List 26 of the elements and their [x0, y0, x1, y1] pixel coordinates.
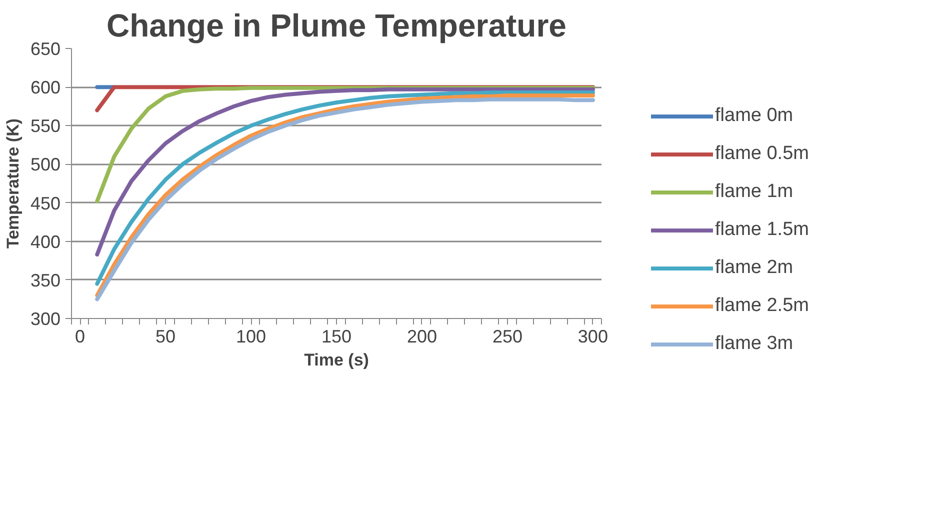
legend-label: flame 0.5m: [715, 142, 809, 165]
x-tick-label: 150: [321, 326, 352, 346]
x-tick-label: 300: [578, 326, 608, 346]
legend-label: flame 1.5m: [715, 218, 809, 241]
y-tick-label: 350: [30, 270, 61, 290]
x-axis-title: Time (s): [304, 350, 369, 370]
y-tick-label: 600: [30, 78, 61, 98]
y-tick-label: 300: [30, 309, 61, 329]
x-tick-label: 200: [406, 326, 438, 346]
legend-label: flame 0m: [715, 104, 794, 127]
chart-title: Change in Plume Temperature: [106, 8, 566, 44]
legend-label: flame 1m: [715, 180, 794, 203]
x-tick-label: 100: [236, 326, 266, 346]
y-tick-label: 500: [30, 154, 61, 175]
y-tick-label: 450: [30, 193, 61, 214]
x-tick-label: 250: [492, 326, 522, 346]
x-tick-label: 0: [75, 326, 86, 346]
x-tick-label: 50: [156, 326, 176, 346]
y-tick-label: 400: [30, 232, 61, 252]
y-tick-label: 650: [30, 39, 61, 59]
y-axis-title: Temperature (K): [3, 118, 22, 249]
legend-label: flame 3m: [715, 332, 794, 355]
line-series: [95, 87, 595, 256]
legend-label: flame 2m: [715, 256, 794, 279]
y-tick-label: 550: [30, 116, 61, 136]
legend-label: flame 2.5m: [715, 294, 809, 317]
